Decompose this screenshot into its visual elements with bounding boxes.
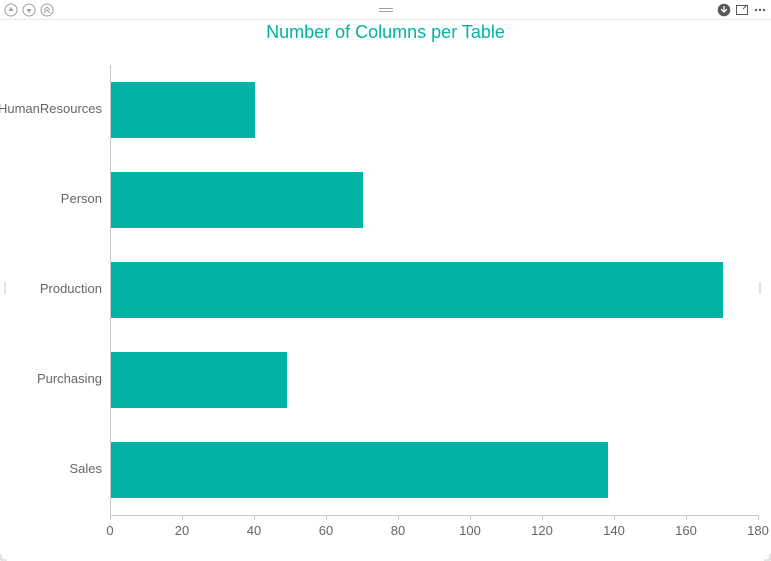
toolbar-left-group: [4, 3, 54, 17]
x-tick-label: 0: [106, 523, 113, 538]
visual-toolbar: [0, 0, 771, 20]
x-tick: [326, 515, 327, 520]
plot-area: 020406080100120140160180HumanResourcesPe…: [110, 65, 758, 515]
x-tick-label: 60: [319, 523, 333, 538]
x-tick: [110, 515, 111, 520]
y-tick-label: Sales: [69, 461, 102, 476]
x-tick: [758, 515, 759, 520]
x-tick: [470, 515, 471, 520]
bar[interactable]: [111, 352, 287, 408]
bar[interactable]: [111, 82, 255, 138]
drag-handle-icon[interactable]: [379, 8, 393, 12]
x-tick-label: 120: [531, 523, 553, 538]
x-tick-label: 140: [603, 523, 625, 538]
y-tick-label: Purchasing: [37, 371, 102, 386]
y-tick-label: Person: [61, 191, 102, 206]
x-tick: [254, 515, 255, 520]
corner-br-icon: [759, 549, 771, 561]
x-tick-label: 40: [247, 523, 261, 538]
x-tick-label: 20: [175, 523, 189, 538]
x-tick: [182, 515, 183, 520]
chart-area: 0 20 40 60 80 100 120 140 160 180 HumanResources Pe…: [0, 55, 771, 555]
x-tick: [614, 515, 615, 520]
drill-up-icon[interactable]: [4, 3, 18, 17]
x-tick: [686, 515, 687, 520]
x-tick-label: 100: [459, 523, 481, 538]
y-tick-label: HumanResources: [0, 101, 102, 116]
right-resize-handle-icon[interactable]: [759, 282, 771, 294]
toolbar-right-group: [717, 3, 767, 17]
y-tick-label: Production: [40, 281, 102, 296]
chart-title: Number of Columns per Table: [0, 22, 771, 43]
corner-bl-icon: [0, 549, 12, 561]
focus-mode-icon[interactable]: [735, 3, 749, 17]
x-tick-label: 180: [747, 523, 769, 538]
expand-next-level-icon[interactable]: [40, 3, 54, 17]
export-data-icon[interactable]: [717, 3, 731, 17]
x-tick-label: 160: [675, 523, 697, 538]
left-resize-handle-icon[interactable]: [0, 282, 12, 294]
x-tick: [542, 515, 543, 520]
more-options-icon[interactable]: [753, 3, 767, 17]
x-tick: [398, 515, 399, 520]
bar[interactable]: [111, 442, 608, 498]
drill-down-icon[interactable]: [22, 3, 36, 17]
bar[interactable]: [111, 262, 723, 318]
x-axis-line: [110, 515, 758, 516]
x-tick-label: 80: [391, 523, 405, 538]
bar[interactable]: [111, 172, 363, 228]
